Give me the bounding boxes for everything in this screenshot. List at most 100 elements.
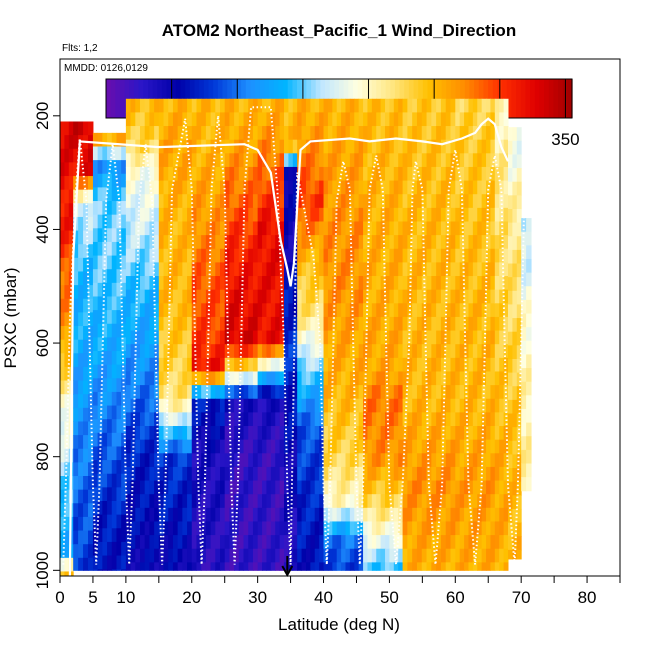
heatmap-cell xyxy=(323,562,329,571)
heatmap-cell xyxy=(257,139,263,154)
heatmap-cell xyxy=(121,255,127,270)
heatmap-cell xyxy=(455,412,461,427)
heatmap-cell xyxy=(135,426,141,441)
heatmap-cell xyxy=(220,276,226,291)
heatmap-cell xyxy=(275,153,281,168)
heatmap-cell xyxy=(257,385,263,400)
heatmap-cell xyxy=(288,207,294,222)
heatmap-cell xyxy=(224,276,230,291)
heatmap-cell xyxy=(297,126,303,141)
heatmap-cell xyxy=(97,214,103,229)
heatmap-cell xyxy=(60,176,65,191)
heatmap-cell xyxy=(144,112,150,127)
heatmap-cell xyxy=(508,140,513,155)
heatmap-cell xyxy=(503,126,509,141)
heatmap-cell xyxy=(210,112,216,127)
heatmap-cell xyxy=(257,221,263,236)
heatmap-cell xyxy=(111,569,117,571)
heatmap-cell xyxy=(314,466,320,482)
heatmap-cell xyxy=(111,201,117,216)
heatmap-cell xyxy=(60,435,65,450)
heatmap-cell xyxy=(305,153,311,168)
heatmap-cell xyxy=(393,194,399,209)
heatmap-cell xyxy=(472,139,478,154)
heatmap-cell xyxy=(257,276,263,291)
heatmap-cell xyxy=(468,207,474,222)
heatmap-cell xyxy=(270,153,276,168)
heatmap-cell xyxy=(431,139,437,154)
heatmap-cell xyxy=(187,562,193,571)
heatmap-cell xyxy=(121,187,127,202)
heatmap-cell xyxy=(416,521,423,536)
heatmap-cell xyxy=(477,235,483,250)
heatmap-cell xyxy=(314,112,320,127)
heatmap-cell xyxy=(177,466,183,482)
heatmap-cell xyxy=(168,494,174,509)
heatmap-cell xyxy=(503,235,509,250)
heatmap-cell xyxy=(284,248,289,263)
heatmap-cell xyxy=(144,548,150,563)
heatmap-cell xyxy=(416,126,423,141)
heatmap-cell xyxy=(191,289,197,304)
heatmap-cell xyxy=(481,357,487,372)
heatmap-cell xyxy=(107,460,113,475)
heatmap-cell xyxy=(349,166,355,182)
heatmap-cell xyxy=(234,303,240,318)
heatmap-cell xyxy=(196,357,202,372)
heatmap-cell xyxy=(431,398,437,413)
heatmap-cell xyxy=(341,139,346,154)
heatmap-cell xyxy=(125,412,132,427)
heatmap-cell xyxy=(426,548,432,563)
heatmap-cell xyxy=(288,289,294,304)
heatmap-cell xyxy=(341,466,346,482)
heatmap-cell xyxy=(102,228,108,243)
heatmap-cell xyxy=(243,126,249,141)
heatmap-cell xyxy=(130,248,136,263)
heatmap-cell xyxy=(196,426,202,441)
heatmap-cell xyxy=(431,262,437,277)
heatmap-cell xyxy=(459,548,465,563)
heatmap-cell xyxy=(144,466,150,482)
heatmap-cell xyxy=(490,276,496,291)
heatmap-cell xyxy=(248,344,254,359)
heatmap-cell xyxy=(393,166,399,182)
heatmap-cell xyxy=(158,248,165,263)
heatmap-cell xyxy=(275,276,281,291)
heatmap-cell xyxy=(440,262,447,277)
heatmap-cell xyxy=(327,126,333,141)
heatmap-cell xyxy=(341,507,346,522)
heatmap-cell xyxy=(332,426,338,441)
heatmap-cell xyxy=(234,112,240,127)
heatmap-cell xyxy=(323,166,329,182)
heatmap-cell xyxy=(486,98,491,113)
heatmap-cell xyxy=(398,289,404,304)
heatmap-cell xyxy=(83,448,89,463)
heatmap-cell xyxy=(297,330,303,345)
heatmap-cell xyxy=(376,453,382,468)
heatmap-cell xyxy=(499,535,505,550)
heatmap-cell xyxy=(107,255,113,270)
heatmap-cell xyxy=(168,385,174,400)
heatmap-cell xyxy=(310,453,316,468)
heatmap-cell xyxy=(248,357,254,372)
heatmap-cell xyxy=(389,221,395,236)
heatmap-cell xyxy=(144,480,150,495)
heatmap-cell xyxy=(97,310,103,325)
heatmap-cell xyxy=(248,412,254,427)
heatmap-cell xyxy=(412,276,418,291)
heatmap-cell xyxy=(224,466,230,482)
heatmap-cell xyxy=(297,357,303,372)
heatmap-cell xyxy=(97,296,103,311)
heatmap-cell xyxy=(140,521,146,536)
heatmap-cell xyxy=(490,385,496,400)
heatmap-cell xyxy=(266,126,272,141)
heatmap-cell xyxy=(402,139,408,154)
heatmap-cell xyxy=(121,473,127,488)
heatmap-cell xyxy=(154,276,160,291)
heatmap-cell xyxy=(191,521,197,536)
heatmap-cell xyxy=(499,276,505,291)
heatmap-cell xyxy=(305,562,311,571)
heatmap-cell xyxy=(349,153,355,168)
heatmap-cell xyxy=(158,535,165,550)
heatmap-cell xyxy=(116,569,122,571)
